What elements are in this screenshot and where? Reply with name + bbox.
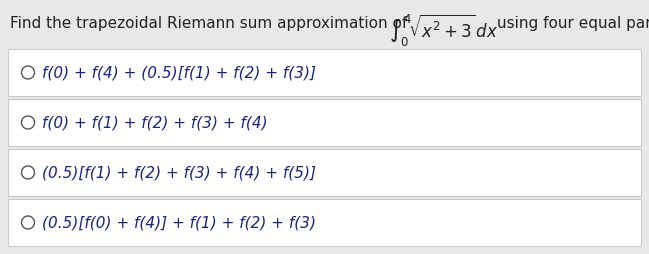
Bar xyxy=(8,149,641,196)
Bar xyxy=(8,99,641,146)
Text: (0.5)[f(1) + f(2) + f(3) + f(4) + f(5)]: (0.5)[f(1) + f(2) + f(3) + f(4) + f(5)] xyxy=(42,165,316,180)
Text: Find the trapezoidal Riemann sum approximation of: Find the trapezoidal Riemann sum approxi… xyxy=(10,16,408,31)
Text: f(0) + f(4) + (0.5)[f(1) + f(2) + f(3)]: f(0) + f(4) + (0.5)[f(1) + f(2) + f(3)] xyxy=(42,65,316,80)
Text: $\int_0^4\!\sqrt{x^2+3}\,dx$: $\int_0^4\!\sqrt{x^2+3}\,dx$ xyxy=(389,13,498,49)
Text: f(0) + f(1) + f(2) + f(3) + f(4): f(0) + f(1) + f(2) + f(3) + f(4) xyxy=(42,115,267,130)
Text: using four equal partitions.: using four equal partitions. xyxy=(497,16,649,31)
Bar xyxy=(8,49,641,96)
Text: (0.5)[f(0) + f(4)] + f(1) + f(2) + f(3): (0.5)[f(0) + f(4)] + f(1) + f(2) + f(3) xyxy=(42,215,316,230)
Bar xyxy=(8,199,641,246)
